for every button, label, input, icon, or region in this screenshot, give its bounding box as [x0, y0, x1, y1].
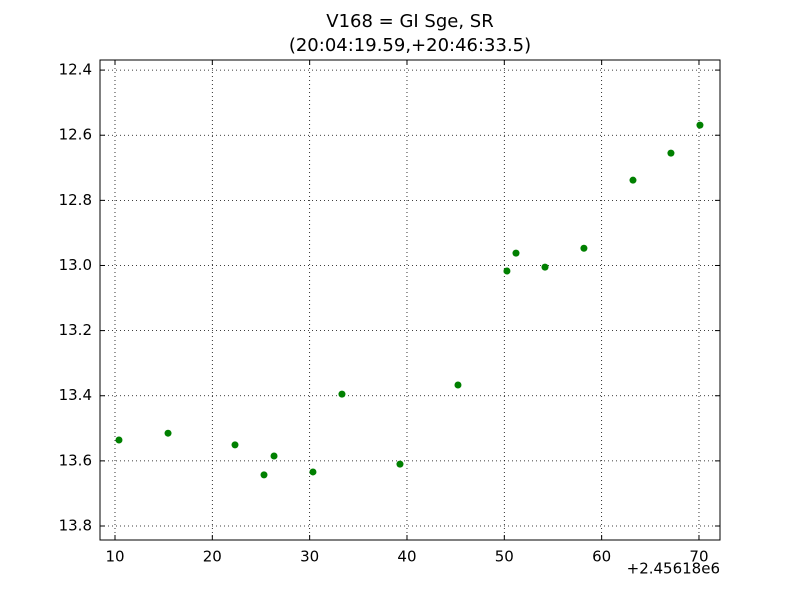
data-point: [454, 381, 462, 389]
y-tick-label: 13.0: [59, 256, 92, 274]
y-tick-label: 12.6: [59, 126, 92, 144]
data-point: [309, 468, 317, 476]
data-point: [580, 244, 588, 252]
data-point: [270, 452, 278, 460]
data-point: [541, 263, 549, 271]
y-tick-label: 13.8: [59, 516, 92, 534]
y-tick-label: 13.6: [59, 451, 92, 469]
y-tick-label: 12.4: [59, 61, 92, 79]
data-point: [115, 436, 123, 444]
chart-subtitle: (20:04:19.59,+20:46:33.5): [289, 35, 531, 56]
data-point: [231, 441, 239, 449]
y-tick-label: 12.8: [59, 191, 92, 209]
data-point: [696, 121, 704, 129]
x-tick-label: 10: [105, 548, 124, 566]
plot-frame: [99, 59, 721, 541]
data-point: [629, 176, 637, 184]
x-tick-label: 50: [495, 548, 514, 566]
x-tick-label: 40: [397, 548, 416, 566]
chart-title: V168 = GI Sge, SR: [326, 11, 493, 32]
data-point: [667, 149, 675, 157]
data-point: [164, 429, 172, 437]
data-point: [512, 249, 520, 257]
y-tick-label: 13.4: [59, 386, 92, 404]
data-point: [396, 460, 404, 468]
y-tick-label: 13.2: [59, 321, 92, 339]
data-point: [260, 471, 268, 479]
x-tick-label: 20: [203, 548, 222, 566]
x-tick-label: 60: [592, 548, 611, 566]
data-point: [338, 390, 346, 398]
data-point: [503, 267, 511, 275]
x-tick-label: 70: [689, 548, 708, 566]
x-tick-label: 30: [300, 548, 319, 566]
x-offset-label: +2.45618e6: [627, 560, 720, 578]
